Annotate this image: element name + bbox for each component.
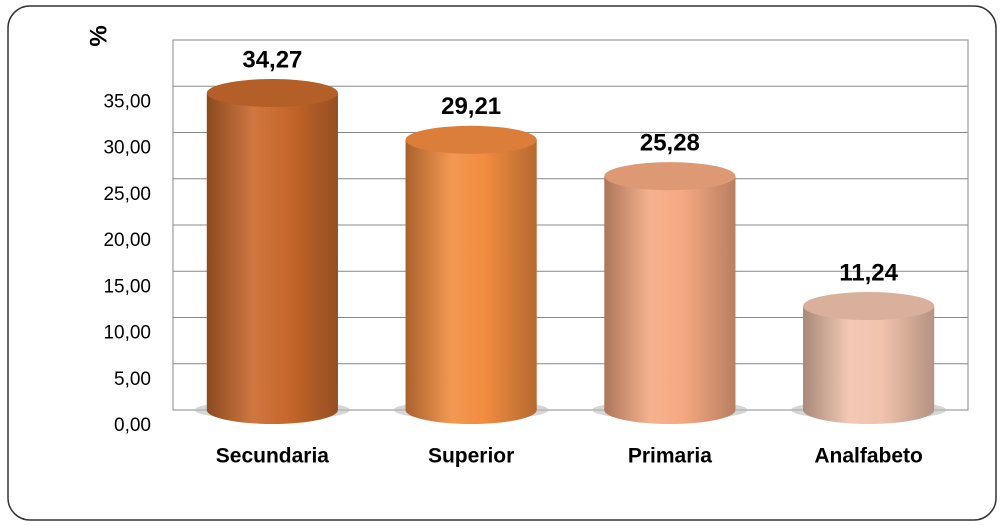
- bar-top: [206, 79, 338, 108]
- value-label: 29,21: [441, 93, 501, 120]
- bar: [604, 176, 736, 424]
- bar: [803, 306, 935, 424]
- bar: [405, 139, 537, 424]
- bar-top: [405, 125, 537, 154]
- value-label: 34,27: [242, 46, 302, 73]
- y-tick-label: 20,00: [103, 230, 151, 251]
- y-tick-label: 35,00: [103, 91, 151, 112]
- x-tick-label: Primaria: [628, 445, 712, 468]
- y-tick-label: 5,00: [114, 369, 151, 390]
- value-label: 11,24: [839, 259, 898, 286]
- bar-top: [803, 292, 935, 321]
- x-tick-label: Analfabeto: [814, 445, 923, 468]
- y-tick-label: 10,00: [103, 323, 151, 344]
- y-tick-label: 25,00: [103, 184, 151, 205]
- bar: [206, 93, 338, 424]
- x-tick-label: Secundaria: [216, 445, 330, 468]
- y-axis-label: %: [85, 25, 112, 46]
- bar-top: [604, 162, 736, 191]
- y-tick-label: 15,00: [103, 276, 151, 297]
- value-label: 25,28: [640, 130, 700, 157]
- y-tick-label: 0,00: [114, 415, 151, 436]
- x-tick-label: Superior: [428, 445, 514, 468]
- y-tick-label: 30,00: [103, 138, 151, 159]
